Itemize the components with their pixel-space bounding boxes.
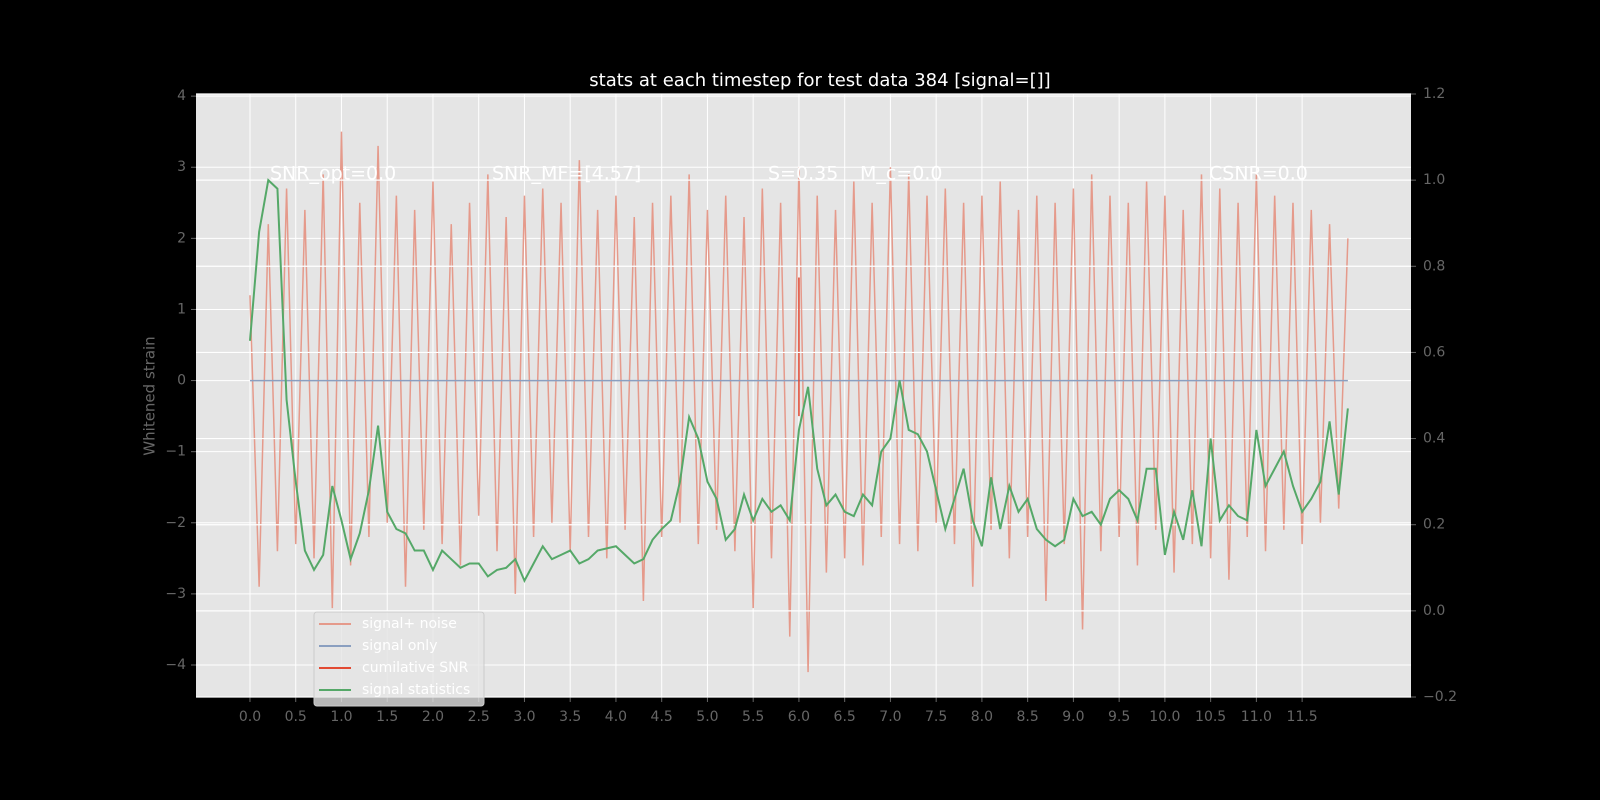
y-tick-label: −4 xyxy=(165,657,186,673)
y2-tick-label: 0.2 xyxy=(1423,517,1445,533)
x-tick-label: 3.0 xyxy=(513,709,535,725)
x-tick-label: 11.5 xyxy=(1287,709,1318,725)
x-tick-label: 0.0 xyxy=(239,709,261,725)
annotation: SNR_opt=0.0 xyxy=(270,163,396,185)
x-tick-label: 10.5 xyxy=(1195,709,1226,725)
y-tick-label: −1 xyxy=(165,444,186,460)
x-tick-label: 4.5 xyxy=(651,709,673,725)
legend-label: signal+ noise xyxy=(362,616,457,632)
x-tick-label: 0.5 xyxy=(285,709,307,725)
y2-tick-label: −0.2 xyxy=(1423,689,1457,705)
y2-tick-label: 1.2 xyxy=(1423,86,1445,102)
x-tick-label: 11.0 xyxy=(1241,709,1272,725)
annotation: SNR_MF=[4.57] xyxy=(492,163,641,185)
y-tick-label: −2 xyxy=(165,515,186,531)
series-line xyxy=(248,178,1349,584)
x-tick-label: 8.5 xyxy=(1017,709,1039,725)
annotation: CSNR=0.0 xyxy=(1209,163,1308,185)
chart-title: stats at each timestep for test data 384… xyxy=(589,70,1050,91)
x-tick-label: 3.5 xyxy=(559,709,581,725)
y2-tick-label: 1.0 xyxy=(1423,172,1445,188)
annotation: S=0.35 xyxy=(768,163,838,185)
y2-tick-label: 0.8 xyxy=(1423,258,1445,274)
x-tick-label: 6.0 xyxy=(788,709,810,725)
x-tick-label: 7.5 xyxy=(925,709,947,725)
legend-label: signal only xyxy=(362,638,437,654)
legend-label: signal statistics xyxy=(362,682,470,698)
x-tick-label: 2.5 xyxy=(468,709,490,725)
y-tick-label: 4 xyxy=(177,88,186,104)
x-tick-label: 6.5 xyxy=(834,709,856,725)
x-tick-label: 1.5 xyxy=(376,709,398,725)
x-tick-label: 7.0 xyxy=(879,709,901,725)
x-tick-label: 2.0 xyxy=(422,709,444,725)
x-tick-label: 4.0 xyxy=(605,709,627,725)
y-tick-label: 3 xyxy=(177,159,186,175)
y-tick-label: −3 xyxy=(165,586,186,602)
x-tick-label: 5.5 xyxy=(742,709,764,725)
y-tick-label: 1 xyxy=(177,301,186,317)
y2-tick-label: 0.6 xyxy=(1423,344,1445,360)
legend-label: cumilative SNR xyxy=(362,660,469,676)
legend-box xyxy=(313,611,485,707)
x-tick-label: 10.0 xyxy=(1149,709,1180,725)
x-tick-label: 8.0 xyxy=(971,709,993,725)
x-tick-label: 5.0 xyxy=(696,709,718,725)
x-tick-label: 9.5 xyxy=(1108,709,1130,725)
x-tick-label: 9.0 xyxy=(1062,709,1084,725)
y-tick-label: 2 xyxy=(177,230,186,246)
y-axis-label: Whitened strain xyxy=(141,336,159,455)
y2-tick-label: 0.4 xyxy=(1423,431,1445,447)
y2-tick-label: 0.0 xyxy=(1423,603,1445,619)
annotation: M_c=0.0 xyxy=(860,163,942,185)
x-tick-label: 1.0 xyxy=(330,709,352,725)
y-tick-label: 0 xyxy=(177,373,186,389)
series-line xyxy=(249,131,1349,673)
